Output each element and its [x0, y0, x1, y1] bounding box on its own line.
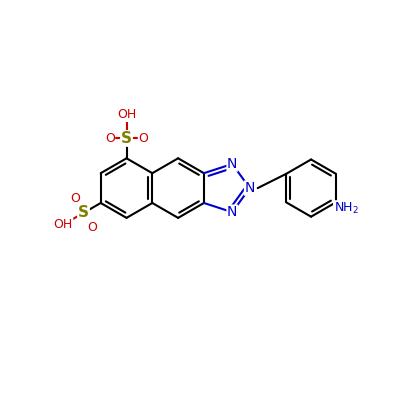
Text: OH: OH — [54, 218, 73, 231]
Text: O: O — [70, 192, 80, 205]
Text: O: O — [105, 132, 115, 145]
Text: NH$_2$: NH$_2$ — [334, 201, 359, 216]
Text: O: O — [138, 132, 148, 145]
Text: S: S — [78, 206, 89, 220]
Text: O: O — [87, 221, 97, 234]
Text: OH: OH — [117, 108, 136, 122]
Text: S: S — [121, 131, 132, 146]
Text: N: N — [244, 181, 255, 195]
Text: N: N — [227, 205, 238, 219]
Text: N: N — [227, 157, 238, 171]
